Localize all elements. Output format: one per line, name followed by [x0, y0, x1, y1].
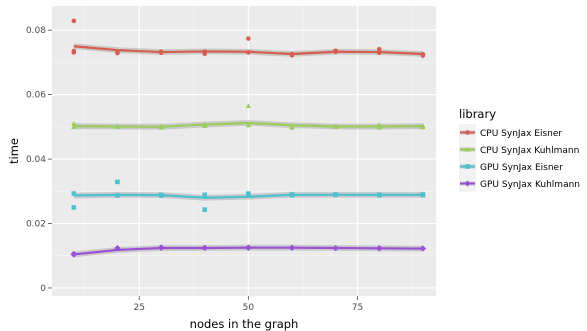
legend-key-marker — [464, 146, 471, 152]
series-point-0 — [376, 50, 382, 56]
legend-key-marker — [465, 130, 470, 135]
y-axis-title: time — [7, 138, 21, 164]
series-point-2 — [71, 205, 77, 210]
legend: library CPU SynJax Eisner CPU SynJax Kuhl… — [459, 107, 580, 192]
series-point-1 — [245, 122, 252, 128]
x-axis: 25 50 75 — [134, 296, 363, 313]
series-point-3 — [245, 244, 252, 251]
series-point-2 — [333, 192, 338, 198]
series-point-0 — [246, 50, 251, 55]
series-point-3 — [376, 244, 383, 251]
series-point-2 — [420, 192, 426, 197]
series-point-1 — [114, 123, 121, 129]
series-point-2 — [115, 179, 120, 185]
series-point-1 — [71, 124, 77, 129]
series-point-0 — [333, 48, 338, 54]
legend-label: CPU SynJax Eisner — [480, 129, 562, 139]
series-point-2 — [158, 193, 164, 198]
x-tick-label: 50 — [243, 303, 255, 313]
series-point-3 — [70, 250, 77, 257]
series-point-0 — [246, 36, 251, 41]
series-point-1 — [245, 103, 252, 109]
series-point-3 — [114, 244, 121, 251]
series-point-1 — [376, 122, 382, 128]
series-point-0 — [158, 49, 164, 55]
series-point-1 — [158, 123, 164, 129]
series-point-0 — [202, 49, 208, 55]
series-point-3 — [332, 244, 339, 251]
series-point-1 — [420, 123, 426, 128]
series-point-0 — [71, 48, 77, 54]
series-point-2 — [202, 192, 208, 198]
legend-key-marker — [464, 180, 471, 187]
y-tick-label: 0.02 — [26, 220, 46, 230]
y-tick-label: 0.04 — [26, 155, 46, 165]
x-tick-label: 75 — [352, 303, 363, 313]
legend-label: GPU SynJax Kuhlmann — [480, 180, 580, 190]
series-point-3 — [289, 244, 295, 251]
series-point-1 — [332, 123, 339, 128]
legend-title: library — [459, 107, 496, 121]
series-point-3 — [419, 245, 426, 252]
series-point-0 — [289, 51, 295, 57]
y-axis: 0 0.02 0.04 0.06 0.08 — [26, 26, 52, 294]
series-point-0 — [420, 52, 426, 57]
series-point-2 — [202, 207, 208, 212]
series-point-2 — [246, 192, 251, 198]
legend-label: CPU SynJax Kuhlmann — [480, 146, 579, 156]
y-tick-label: 0.06 — [26, 91, 46, 101]
series-point-3 — [158, 244, 165, 251]
legend-label: GPU SynJax Eisner — [480, 163, 563, 173]
legend-key-marker — [465, 164, 470, 169]
series-point-1 — [289, 123, 295, 129]
series-point-0 — [376, 46, 382, 52]
series-point-3 — [201, 244, 208, 251]
series-point-2 — [71, 191, 77, 196]
x-axis-title: nodes in the graph — [190, 317, 299, 331]
y-tick-label: 0 — [40, 284, 46, 294]
series-point-1 — [202, 121, 208, 127]
y-tick-label: 0.08 — [26, 26, 46, 36]
series-point-2 — [115, 193, 120, 198]
x-tick-label: 25 — [134, 303, 145, 313]
series-point-2 — [376, 192, 382, 198]
series-point-0 — [71, 18, 77, 24]
data-points — [70, 18, 426, 258]
series-point-1 — [71, 120, 77, 126]
series-point-1 — [376, 124, 382, 130]
series-point-0 — [115, 50, 120, 55]
series-point-2 — [289, 192, 295, 198]
